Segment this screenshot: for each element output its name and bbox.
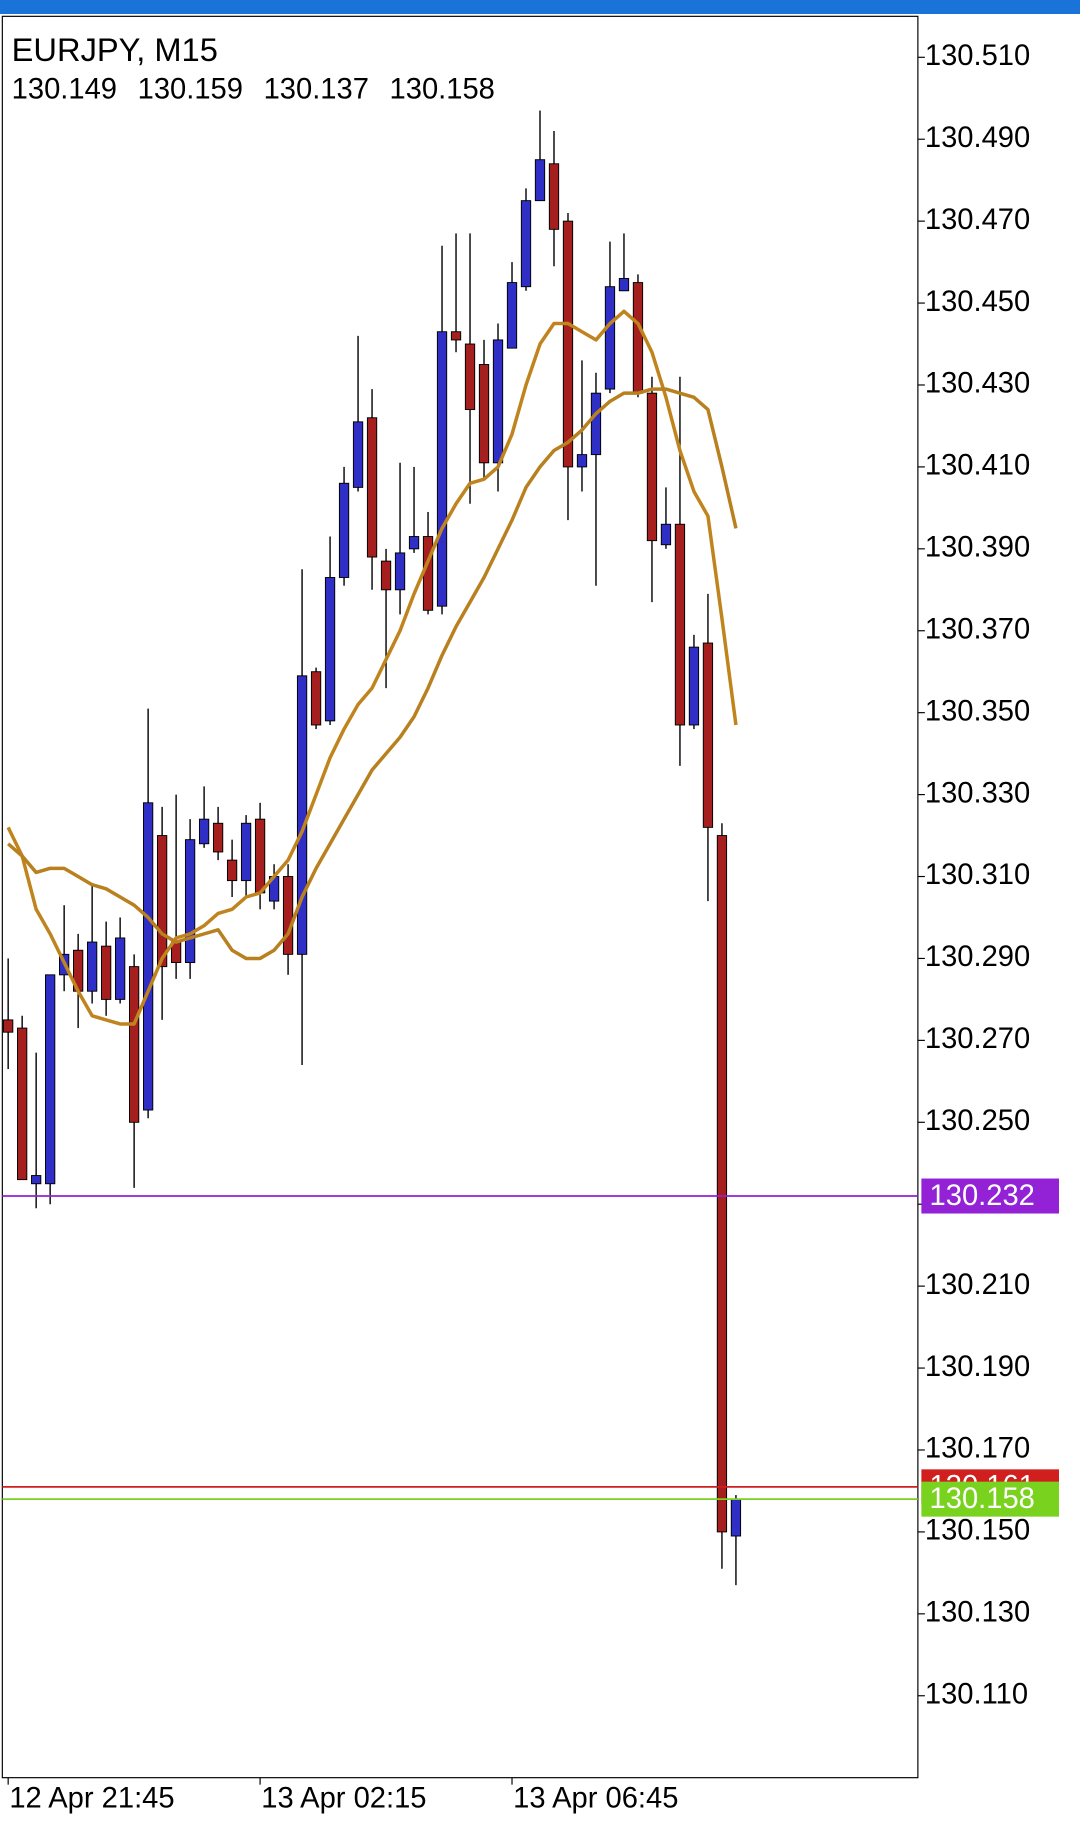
candle-body [380, 560, 392, 591]
y-tick-label: 130.270 [925, 1023, 1030, 1055]
candle-body [730, 1498, 742, 1537]
candle-body [716, 835, 728, 1533]
y-tick-label: 130.430 [925, 368, 1030, 400]
y-tick-label: 130.490 [925, 122, 1030, 154]
candle-body [674, 523, 686, 726]
candle-body [702, 642, 714, 828]
candle-body [17, 1027, 28, 1181]
y-tick-label: 130.250 [925, 1105, 1030, 1137]
candle-body [226, 859, 238, 882]
candle-body [296, 675, 308, 955]
candle-body [366, 417, 378, 558]
candle-body [688, 646, 700, 726]
y-tick-label: 130.390 [925, 532, 1030, 564]
candle-body [632, 282, 644, 394]
candle-body [45, 974, 56, 1185]
moving-average [6, 309, 738, 1026]
chart-title: EURJPY, M15 [12, 31, 218, 68]
price-level-label: 130.158 [930, 1483, 1035, 1515]
y-tick-label: 130.150 [925, 1515, 1030, 1547]
candle-body [534, 159, 546, 202]
candle-body [254, 818, 266, 894]
candle-body [198, 818, 210, 845]
price-level-label: 130.232 [930, 1180, 1035, 1212]
candle-body [520, 200, 532, 288]
candle-body [618, 278, 630, 292]
candle-body [450, 331, 462, 341]
candle-body [422, 536, 434, 611]
plot-frame [1, 15, 919, 1779]
candle-body [492, 339, 504, 464]
candle-body [590, 392, 602, 456]
status-bar [0, 0, 1080, 14]
y-tick-label: 130.330 [925, 777, 1030, 809]
y-tick-label: 130.130 [925, 1597, 1030, 1629]
candle-body [352, 421, 364, 488]
y-tick-label: 130.450 [925, 286, 1030, 318]
x-tick-label: 13 Apr 02:15 [261, 1783, 426, 1815]
y-tick-label: 130.370 [925, 613, 1030, 645]
y-tick-label: 130.170 [925, 1433, 1030, 1465]
candle-body [576, 454, 588, 468]
price-level-tag [921, 1178, 1060, 1214]
moving-average [7, 387, 738, 961]
candle-body [506, 282, 518, 349]
candle-body [240, 822, 252, 882]
candle-body [604, 286, 616, 390]
candle-body [282, 876, 294, 955]
candle-body [142, 802, 154, 1111]
ohlc-open: 130.149 [12, 74, 117, 106]
price-level-tag [921, 1481, 1060, 1517]
candle-body [324, 577, 336, 722]
y-tick-label: 130.510 [925, 40, 1030, 72]
ohlc-low: 130.137 [264, 74, 369, 106]
candle-body [436, 331, 448, 607]
y-tick-label: 130.210 [925, 1269, 1030, 1301]
y-tick-label: 130.110 [925, 1678, 1028, 1710]
y-tick-label: 130.350 [925, 695, 1030, 727]
candle-body [646, 392, 658, 542]
candle-body [31, 1175, 42, 1185]
candle-body [464, 343, 476, 411]
candle-body [212, 822, 224, 853]
candle-body [394, 552, 406, 591]
ohlc-close: 130.158 [390, 74, 495, 106]
y-tick-label: 130.470 [925, 204, 1030, 236]
candle-body [478, 364, 490, 464]
x-tick-label: 12 Apr 21:45 [9, 1783, 174, 1815]
candle-body [338, 482, 350, 578]
candle-body [660, 523, 672, 546]
candle-body [101, 945, 112, 1000]
candle-body [184, 839, 196, 964]
candle-body [562, 220, 574, 468]
candle-body [87, 941, 98, 992]
candle-body [156, 835, 168, 968]
y-tick-label: 130.290 [925, 941, 1030, 973]
y-tick-label: 130.310 [925, 859, 1030, 891]
x-tick-label: 13 Apr 06:45 [513, 1783, 678, 1815]
candle-body [408, 536, 420, 550]
candle-body [310, 671, 322, 726]
candle-body [548, 163, 560, 230]
ohlc-high: 130.159 [138, 74, 243, 106]
candle-body [114, 937, 126, 1000]
candle-body [128, 966, 140, 1123]
candle-body [3, 1019, 14, 1033]
y-tick-label: 130.190 [925, 1351, 1030, 1383]
y-tick-label: 130.410 [925, 450, 1030, 482]
